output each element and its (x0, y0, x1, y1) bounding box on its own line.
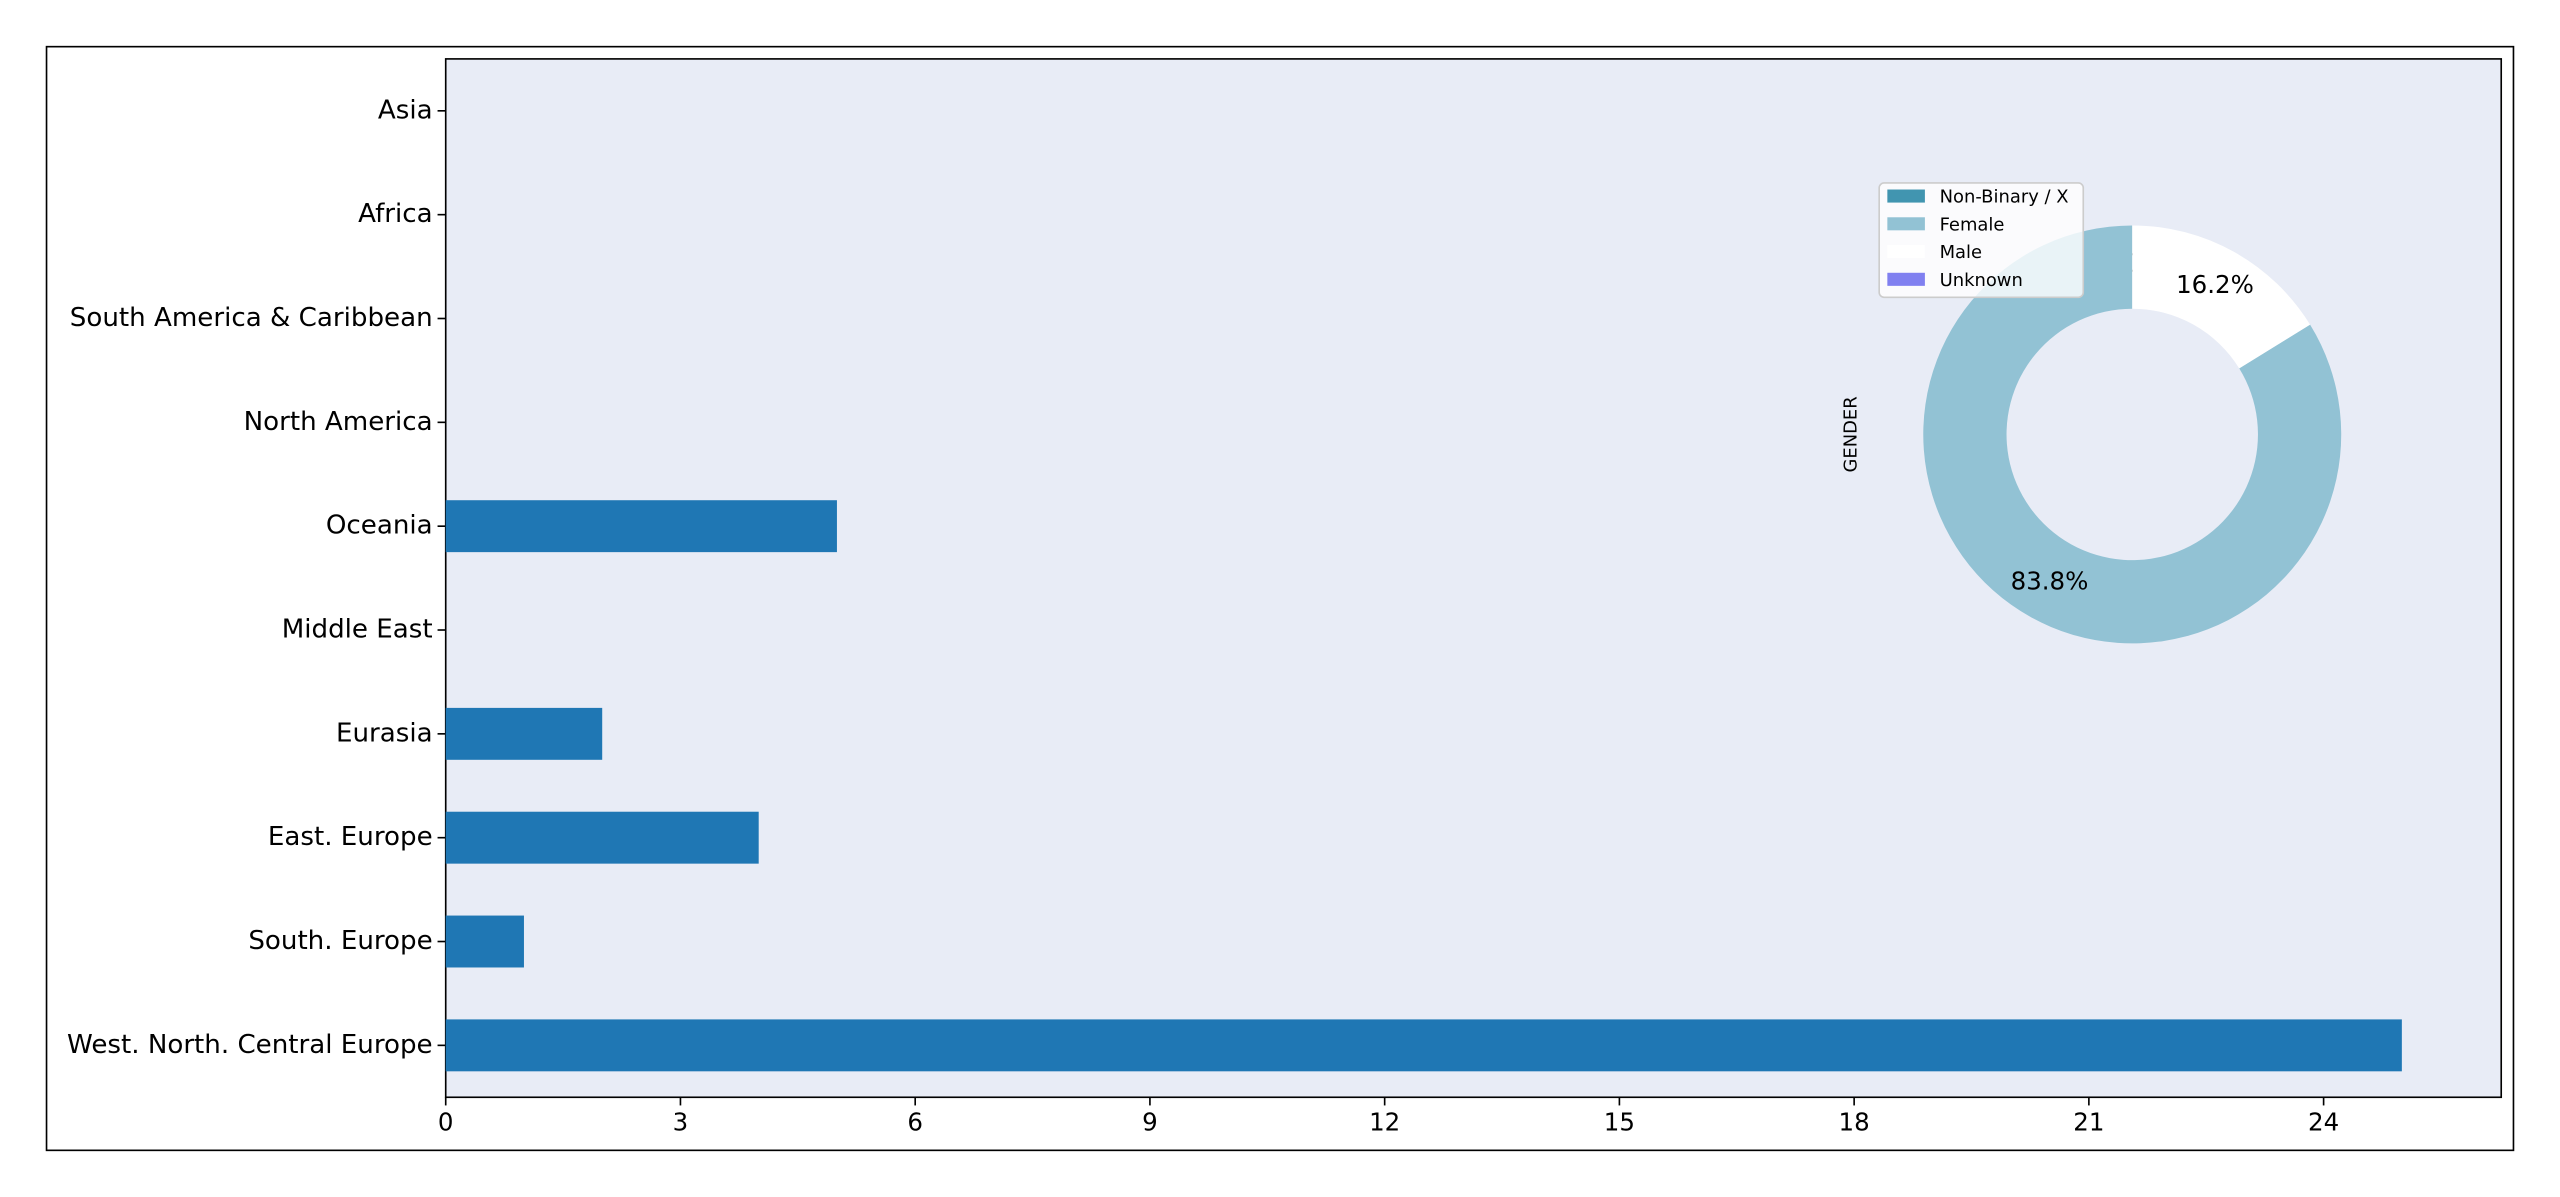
legend-swatch (1887, 245, 1925, 259)
legend-label: Non-Binary / X (1940, 187, 2069, 208)
y-tick-label: West. North. Central Europe (67, 1030, 433, 1060)
y-tick-label: Middle East (282, 615, 433, 645)
legend-swatch (1887, 217, 1925, 231)
y-tick-label: Asia (378, 95, 433, 125)
legend-label: Female (1940, 214, 2005, 235)
y-tick-label: South America & Caribbean (70, 303, 433, 333)
x-tick-label: 12 (1369, 1107, 1400, 1136)
y-tick-label: Eurasia (336, 718, 433, 748)
bar (445, 1019, 2402, 1072)
y-tick-label: East. Europe (268, 822, 433, 852)
y-tick-label: South. Europe (248, 926, 432, 956)
legend-swatch (1887, 189, 1925, 203)
donut-wedge (1923, 225, 2342, 644)
bar (445, 500, 837, 553)
x-tick-label: 18 (1839, 1107, 1870, 1136)
x-tick-label: 9 (1142, 1107, 1158, 1136)
wedge-label: 83.8% (2011, 567, 2089, 596)
bar (445, 915, 524, 968)
bar (445, 811, 759, 864)
legend-box (1878, 182, 2085, 299)
x-tick-label: 3 (673, 1107, 689, 1136)
y-tick-label: Oceania (326, 511, 433, 541)
x-tick-label: 24 (2308, 1107, 2339, 1136)
wedge-label: 16.2% (2176, 270, 2254, 299)
x-tick-label: 21 (2073, 1107, 2104, 1136)
bar (445, 707, 603, 760)
pie-ylabel: GENDER (1840, 396, 1861, 472)
legend-label: Unknown (1940, 270, 2023, 291)
legend-swatch (1887, 272, 1925, 286)
x-tick-label: 15 (1604, 1107, 1635, 1136)
y-tick-label: Africa (358, 199, 432, 229)
x-tick-label: 6 (907, 1107, 923, 1136)
x-tick-label: 0 (438, 1107, 454, 1136)
donut-wedge (2132, 225, 2311, 369)
legend-label: Male (1940, 242, 1983, 263)
y-tick-label: North America (244, 407, 433, 437)
